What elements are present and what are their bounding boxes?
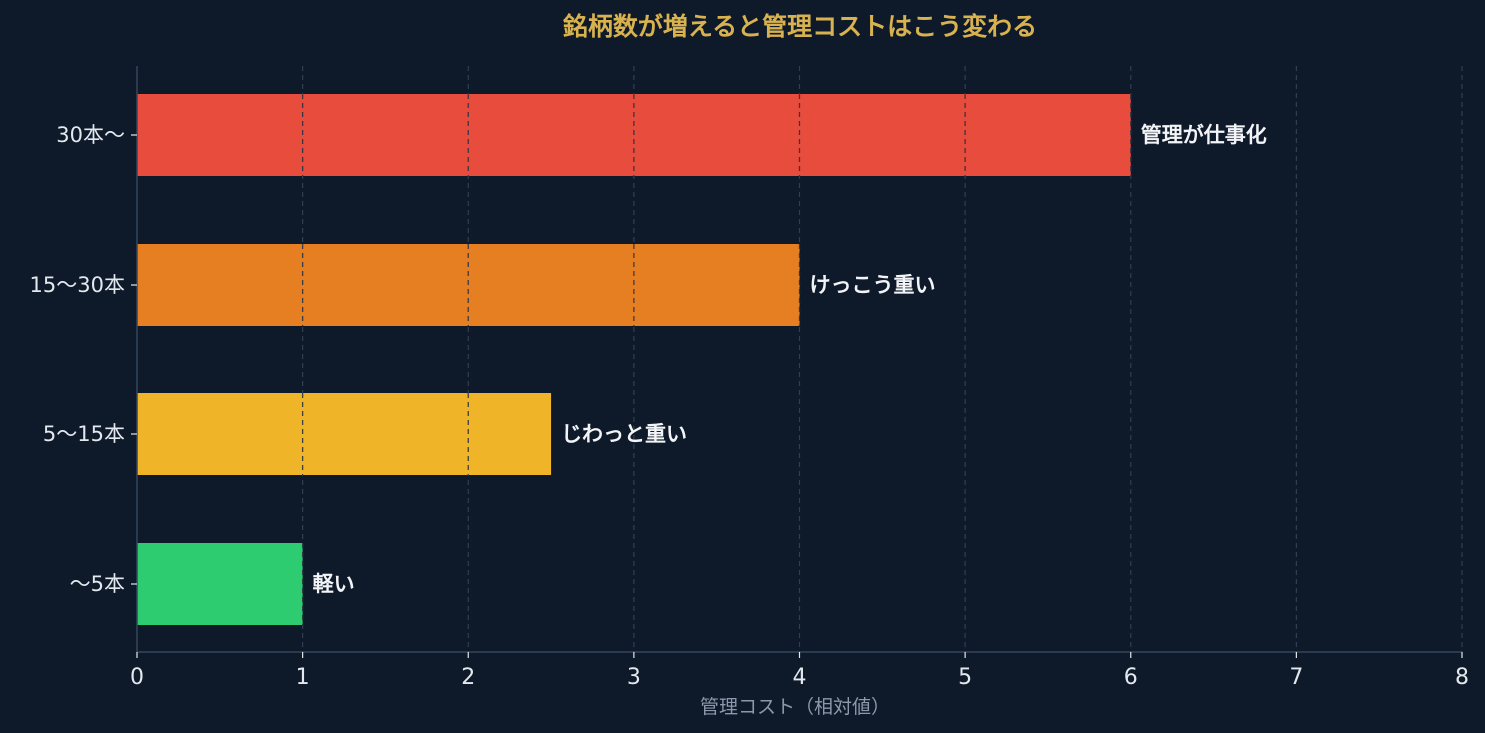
bar-label-3: じわっと重い: [561, 422, 687, 446]
y-tick-label-4: 〜5本: [70, 572, 125, 596]
y-tick-label-2: 15〜30本: [30, 273, 125, 297]
bar-label-2: けっこう重い: [810, 273, 936, 297]
x-tick-label-1: 1: [296, 665, 310, 690]
y-tick-label-3: 5〜15本: [43, 422, 125, 446]
y-tick-label-1: 30本〜: [56, 123, 125, 147]
x-tick-label-3: 3: [627, 665, 641, 690]
bar-label-4: 軽い: [313, 572, 355, 596]
x-axis-label: 管理コスト（相対値）: [700, 696, 890, 718]
x-tick-label-7: 7: [1289, 665, 1303, 690]
x-tick-label-4: 4: [793, 665, 807, 690]
chart-title: 銘柄数が増えると管理コストはこう変わる: [563, 12, 1037, 41]
grid-lines-overlay: [301, 94, 1132, 625]
x-tick-label-2: 2: [461, 665, 475, 690]
x-tick-label-5: 5: [958, 665, 972, 690]
x-tick-label-6: 6: [1124, 665, 1138, 690]
bar-3: [137, 393, 552, 475]
bar-label-1: 管理が仕事化: [1141, 123, 1267, 147]
axes: 0 1 2 3 4 5 6 7 8 30本〜 15〜30本 5〜15本〜5本: [30, 66, 1469, 690]
x-tick-label-0: 0: [130, 665, 144, 690]
x-tick-label-8: 8: [1455, 665, 1469, 690]
bar-4: [137, 543, 303, 625]
